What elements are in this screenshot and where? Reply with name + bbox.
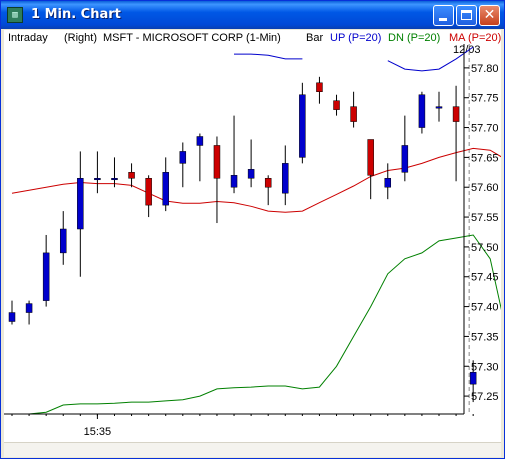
candle-body [42,252,50,301]
candle-body [367,139,374,176]
maximize-button[interactable] [456,5,477,26]
y-tick-label: 57.25 [471,391,499,403]
y-tick-label: 57.55 [471,212,499,224]
dn-indicator-label: DN (P=20) [388,32,441,44]
candle-body [264,178,272,188]
candle-body [418,94,426,128]
axis-side-label: (Right) [64,32,98,44]
ma-series-line [11,147,501,213]
y-tick-label: 57.70 [471,123,499,135]
dn-series-line [12,234,501,415]
interval-label: Intraday [8,32,48,44]
candle-body [145,178,152,206]
window-title: 1 Min. Chart [31,7,121,22]
y-tick-label: 57.65 [471,152,499,164]
maximize-icon [461,10,472,20]
candle-body [452,106,460,122]
candle-body [128,172,135,179]
y-tick-label: 57.45 [471,272,499,284]
candle-body [179,151,187,164]
candle-body [8,312,16,322]
plot-region [8,44,501,415]
y-tick-label: 57.60 [471,182,499,194]
candle-body [25,303,33,313]
minimize-button[interactable] [433,5,454,26]
chart-style-label: Bar [306,32,324,44]
candle-body [384,178,392,188]
symbol-label: MSFT - MICROSOFT CORP (1-Min) [103,32,281,44]
y-tick-label: 57.35 [471,331,499,343]
up-series-line [234,53,303,60]
candle-body [435,106,443,109]
up-indicator-label: UP (P=20) [330,32,382,44]
candlestick-chart[interactable]: 57.80 57.75 57.70 57.65 57.60 57.55 57.50 57.45… [4,30,501,442]
candle-body [213,145,221,179]
y-tick-label: 57.75 [471,93,499,105]
candle-body [94,178,101,181]
chart-area[interactable]: Intraday (Right) MSFT - MICROSOFT CORP (… [4,30,501,457]
candle-body [77,178,84,230]
y-tick-label: 57.50 [471,242,499,254]
minimize-icon [439,18,447,21]
chart-app-icon[interactable]: ▥ [7,7,23,23]
ma-indicator-label: MA (P=20) [449,32,502,44]
x-tick-label: 15:35 [84,426,112,438]
candle-body [196,136,204,146]
candle-body [350,106,357,122]
candle-body [230,175,238,188]
candle-body [469,371,477,385]
horizontal-scrollbar[interactable] [4,442,501,457]
candle-body [59,228,67,254]
close-icon: ✕ [483,7,496,23]
y-tick-label: 57.80 [471,63,499,75]
candle-body [333,100,340,110]
axes: 57.80 57.75 57.70 57.65 57.60 57.55 57.50 57.45… [4,44,499,438]
candle-body [247,169,255,179]
candle-body [316,82,323,92]
candle-body [282,163,289,194]
title-bar[interactable]: ▥ 1 Min. Chart ✕ [1,1,504,29]
y-tick-label: 57.40 [471,302,499,314]
candle-body [111,178,118,181]
date-label: 12/03 [453,44,481,56]
close-button[interactable]: ✕ [479,5,500,26]
y-tick-label: 57.30 [471,361,499,373]
up-series-line [387,46,474,72]
candle-body [401,145,409,173]
candle-body [299,94,306,158]
candle-body [162,172,169,206]
